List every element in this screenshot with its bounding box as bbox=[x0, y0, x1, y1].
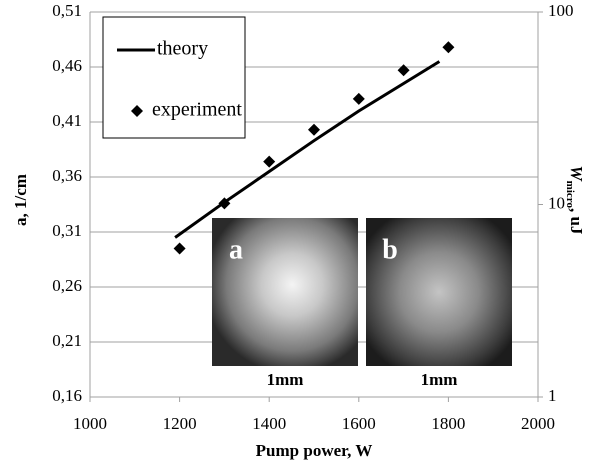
y-tick-label: 0,21 bbox=[52, 331, 82, 350]
legend-label: theory bbox=[157, 38, 208, 60]
inset-scale: 1mm bbox=[421, 370, 458, 389]
x-tick-label: 1400 bbox=[252, 414, 286, 433]
marker bbox=[173, 242, 186, 255]
y2-label-part: W bbox=[567, 166, 586, 183]
x-tick-label: 1800 bbox=[431, 414, 465, 433]
y2-label-part: , uJ bbox=[567, 208, 586, 235]
marker bbox=[263, 155, 276, 168]
inset-image-glow bbox=[212, 218, 358, 366]
inset-label: a bbox=[229, 234, 243, 265]
x-tick-label: 1000 bbox=[73, 414, 107, 433]
x-tick-label: 2000 bbox=[521, 414, 555, 433]
legend-box bbox=[102, 16, 246, 139]
y-tick-label: 0,46 bbox=[52, 56, 82, 75]
legend-swatch bbox=[131, 105, 143, 117]
y-tick-label: 0,31 bbox=[52, 221, 82, 240]
inset-scale: 1mm bbox=[267, 370, 304, 389]
inset-label: b bbox=[382, 234, 398, 265]
y-tick-label: 0,36 bbox=[52, 166, 82, 185]
marker bbox=[352, 92, 365, 105]
inset-image-glow bbox=[366, 218, 512, 366]
x-tick-label: 1200 bbox=[163, 414, 197, 433]
y-tick-label: 0,16 bbox=[52, 386, 82, 405]
marker bbox=[308, 123, 320, 136]
y2-label-part: micro bbox=[564, 181, 576, 209]
marker bbox=[218, 197, 231, 210]
y2-tick-label: 100 bbox=[548, 1, 574, 20]
marker bbox=[397, 64, 410, 77]
y-tick-label: 0,51 bbox=[52, 1, 82, 20]
y-tick-label: 0,26 bbox=[52, 276, 82, 295]
y2-tick-label: 10 bbox=[548, 193, 565, 212]
marker bbox=[442, 41, 455, 54]
legend-label: experiment bbox=[152, 99, 242, 121]
x-label: Pump power, W bbox=[256, 441, 373, 460]
y2-tick-label: 1 bbox=[548, 386, 557, 405]
y-tick-label: 0,41 bbox=[52, 111, 82, 130]
y2-label: Wmicro, uJ bbox=[564, 166, 586, 235]
x-tick-label: 1600 bbox=[342, 414, 376, 433]
y-label: a, 1/cm bbox=[11, 174, 30, 226]
